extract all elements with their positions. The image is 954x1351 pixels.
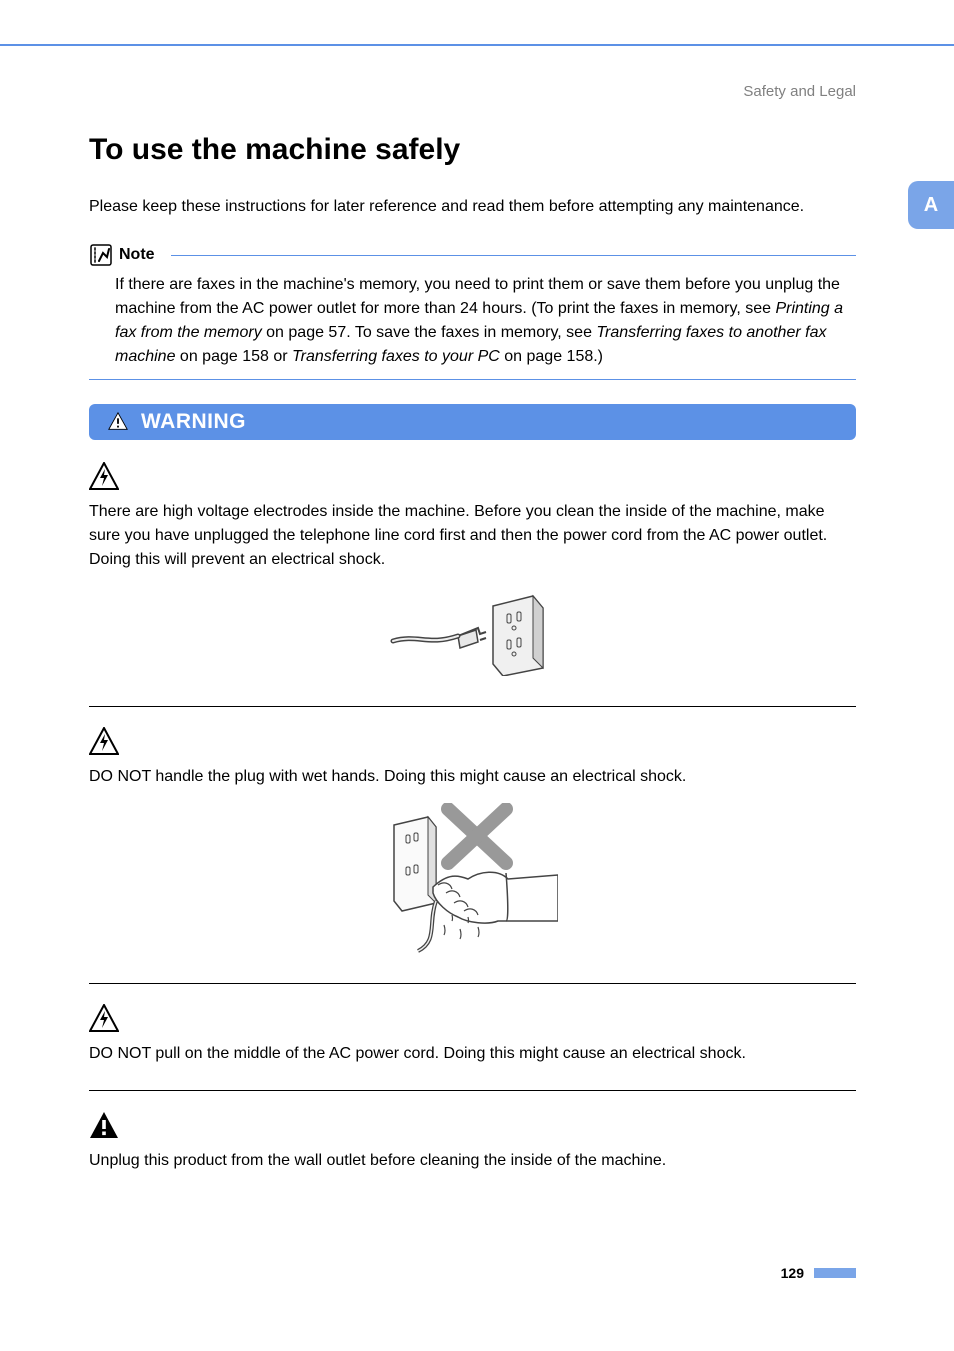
page-title: To use the machine safely — [89, 133, 856, 167]
warning-bar: WARNING — [89, 404, 856, 440]
header-breadcrumb: Safety and Legal — [743, 83, 856, 100]
section-tab-label: A — [924, 194, 938, 217]
note-header: Note — [89, 243, 856, 267]
divider-1 — [89, 706, 856, 707]
note-text-3: on page 158 or — [175, 348, 292, 365]
intro-paragraph: Please keep these instructions for later… — [89, 195, 856, 219]
caution-icon — [89, 1111, 119, 1141]
divider-3 — [89, 1090, 856, 1091]
hazard-figure-1 — [89, 586, 856, 676]
hazard-section-1: There are high voltage electrodes inside… — [89, 462, 856, 700]
note-icon — [89, 243, 113, 267]
hazard-section-4: Unplug this product from the wall outlet… — [89, 1111, 856, 1191]
warning-triangle-icon — [107, 411, 129, 433]
hazard-figure-2 — [89, 803, 856, 953]
hazard-text-2: DO NOT handle the plug with wet hands. D… — [89, 765, 856, 789]
electric-shock-icon — [89, 462, 119, 492]
note-header-rule — [171, 255, 856, 256]
page-footer: 129 — [781, 1265, 856, 1281]
divider-2 — [89, 983, 856, 984]
electric-shock-icon — [89, 727, 119, 757]
warning-label: WARNING — [141, 410, 246, 434]
note-text-1: If there are faxes in the machine's memo… — [115, 276, 840, 317]
note-body: If there are faxes in the machine's memo… — [89, 273, 856, 369]
page-number: 129 — [781, 1265, 804, 1281]
note-label: Note — [119, 246, 155, 264]
hazard-section-3: DO NOT pull on the middle of the AC powe… — [89, 1004, 856, 1084]
page-top-border — [0, 44, 954, 46]
hazard-text-4: Unplug this product from the wall outlet… — [89, 1149, 856, 1173]
hazard-text-1: There are high voltage electrodes inside… — [89, 500, 856, 572]
hazard-text-3: DO NOT pull on the middle of the AC powe… — [89, 1042, 856, 1066]
electric-shock-icon — [89, 1004, 119, 1034]
note-bottom-rule — [89, 379, 856, 380]
note-text-4: on page 158.) — [500, 348, 603, 365]
hazard-section-2: DO NOT handle the plug with wet hands. D… — [89, 727, 856, 977]
note-link-3[interactable]: Transferring faxes to your PC — [292, 348, 500, 365]
note-block: Note If there are faxes in the machine's… — [89, 243, 856, 380]
section-tab: A — [908, 181, 954, 229]
footer-accent — [814, 1268, 856, 1278]
note-text-2: on page 57. To save the faxes in memory,… — [262, 324, 597, 341]
page-content: To use the machine safely Please keep th… — [89, 133, 856, 1191]
